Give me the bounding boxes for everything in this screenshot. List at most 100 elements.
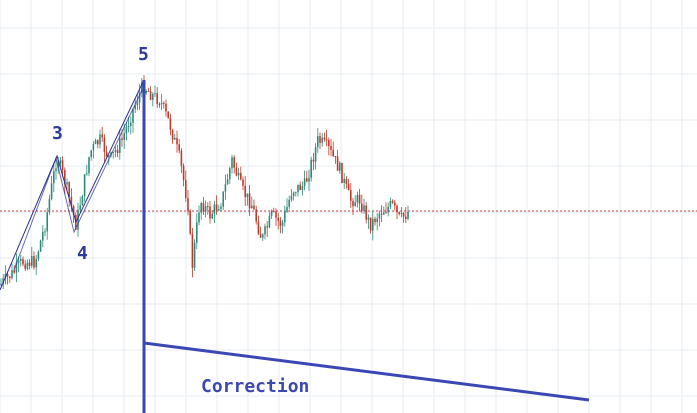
candle bbox=[176, 130, 178, 153]
candle bbox=[345, 176, 348, 189]
candle bbox=[224, 174, 227, 200]
candle-body bbox=[141, 81, 143, 93]
candle bbox=[9, 275, 11, 284]
candle bbox=[246, 193, 249, 206]
candle-body bbox=[211, 213, 213, 219]
candle-body bbox=[88, 157, 90, 174]
candle-body bbox=[242, 179, 244, 186]
candle-body bbox=[402, 212, 405, 217]
candle-body bbox=[66, 182, 68, 185]
candle-body bbox=[167, 111, 169, 119]
candle-body bbox=[277, 217, 279, 221]
candle bbox=[61, 156, 64, 177]
candle bbox=[233, 155, 235, 174]
candle-body bbox=[336, 156, 339, 171]
candle-body bbox=[281, 222, 284, 226]
candle bbox=[119, 129, 121, 160]
candle-body bbox=[154, 93, 156, 95]
candle-body bbox=[240, 172, 242, 180]
candle-body bbox=[387, 206, 389, 213]
candle bbox=[15, 253, 18, 283]
candle bbox=[248, 184, 251, 216]
candle-body bbox=[310, 159, 312, 178]
candle-body bbox=[339, 162, 341, 171]
candle bbox=[81, 194, 84, 206]
candle-body bbox=[119, 138, 121, 154]
candle-body bbox=[259, 233, 262, 238]
candle-body bbox=[136, 102, 139, 106]
candle bbox=[116, 144, 119, 158]
candle bbox=[352, 197, 354, 216]
candle bbox=[354, 195, 356, 207]
candle-body bbox=[312, 159, 315, 162]
candle bbox=[50, 175, 53, 201]
candle bbox=[103, 134, 106, 162]
candle-body bbox=[372, 218, 374, 231]
candle-body bbox=[369, 217, 372, 231]
wave-line-impulse bbox=[0, 81, 144, 291]
candle bbox=[92, 141, 95, 159]
candle bbox=[193, 239, 196, 271]
wave-label-4: 4 bbox=[77, 243, 88, 264]
candle-body bbox=[193, 242, 196, 268]
candle bbox=[275, 208, 277, 226]
candle bbox=[301, 181, 304, 196]
candle bbox=[339, 161, 341, 174]
candle bbox=[288, 195, 290, 210]
candle bbox=[88, 156, 90, 177]
candle bbox=[200, 201, 202, 220]
candle-body bbox=[292, 192, 295, 197]
candle bbox=[387, 202, 389, 217]
candle-body bbox=[28, 262, 31, 266]
candle-body bbox=[165, 103, 167, 112]
candle bbox=[343, 173, 345, 190]
candle bbox=[64, 167, 66, 195]
candle bbox=[380, 205, 383, 223]
candle-body bbox=[163, 102, 165, 104]
candle-body bbox=[207, 206, 209, 208]
candle bbox=[35, 254, 37, 275]
candle-body bbox=[330, 145, 332, 150]
candle-body bbox=[378, 213, 381, 219]
candle bbox=[220, 203, 222, 212]
candle-body bbox=[257, 221, 260, 234]
candle bbox=[33, 251, 35, 270]
candle bbox=[317, 128, 319, 153]
candle-body bbox=[303, 178, 306, 186]
candle bbox=[149, 86, 152, 101]
candle bbox=[262, 233, 264, 241]
candle bbox=[196, 213, 198, 249]
candle-body bbox=[174, 137, 176, 140]
candle bbox=[268, 212, 271, 229]
candle-body bbox=[26, 262, 29, 269]
candle bbox=[11, 263, 13, 280]
candle-body bbox=[237, 172, 240, 176]
candle bbox=[114, 146, 117, 158]
candle-body bbox=[367, 217, 370, 220]
candle bbox=[53, 163, 55, 192]
candle bbox=[286, 198, 288, 213]
candle bbox=[167, 111, 169, 119]
candle-body bbox=[295, 192, 297, 194]
candle bbox=[215, 195, 218, 215]
candle-body bbox=[77, 209, 79, 230]
candle bbox=[48, 194, 51, 215]
candle bbox=[385, 202, 387, 214]
candle bbox=[347, 178, 350, 191]
candle-body bbox=[70, 196, 73, 206]
candle-body bbox=[306, 178, 308, 182]
candle-body bbox=[275, 211, 277, 218]
candle-body bbox=[352, 200, 354, 207]
candle bbox=[295, 191, 297, 197]
candle bbox=[378, 210, 381, 227]
candle bbox=[277, 212, 279, 230]
candle bbox=[213, 200, 216, 224]
candle bbox=[20, 254, 22, 267]
candle bbox=[330, 138, 332, 157]
candle-body bbox=[116, 150, 119, 154]
candle bbox=[266, 221, 268, 237]
candle-body bbox=[6, 274, 9, 277]
candle bbox=[204, 200, 207, 218]
candle bbox=[290, 189, 293, 202]
